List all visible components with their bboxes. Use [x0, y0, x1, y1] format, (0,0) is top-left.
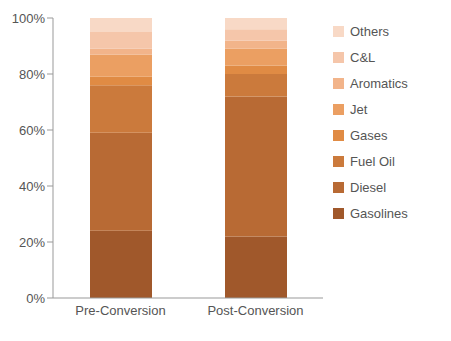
html-text:Gasolines: Gasolines	[350, 205, 408, 221]
svg-text:Pre-Conversion: Pre-Conversion	[75, 303, 165, 318]
html-text:Diesel: Diesel	[350, 179, 387, 195]
svg-text:60%: 60%	[19, 123, 45, 138]
html-text:Gases: Gases	[350, 127, 388, 143]
html-text:Jet: Jet	[350, 101, 368, 117]
svg-text:40%: 40%	[19, 179, 45, 194]
svg-text:20%: 20%	[19, 235, 45, 250]
svg-text:80%: 80%	[19, 67, 45, 82]
html-text:Others: Others	[350, 23, 389, 39]
html-text:C&L: C&L	[350, 49, 376, 65]
html-text:Fuel Oil: Fuel Oil	[350, 153, 395, 169]
svg-text:100%: 100%	[12, 11, 46, 26]
html-text:Aromatics: Aromatics	[350, 75, 408, 91]
svg-text:0%: 0%	[26, 291, 45, 306]
svg-text:Post-Conversion: Post-Conversion	[207, 303, 303, 318]
